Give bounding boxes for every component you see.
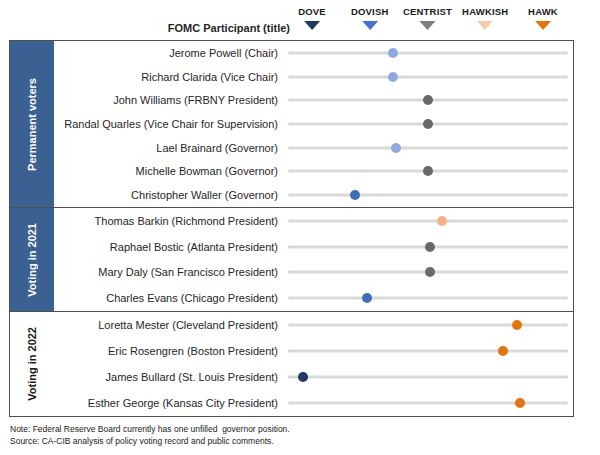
- stance-dot: [423, 95, 433, 105]
- dove-triangle-icon: [304, 21, 320, 30]
- scale-marker-hawk: HAWK: [528, 6, 558, 30]
- scale-marker-hawkish: HAWKISH: [462, 6, 508, 30]
- hawkish-triangle-icon: [477, 21, 493, 30]
- stance-dot: [498, 346, 508, 356]
- section-sidebar: Permanent voters: [10, 41, 54, 207]
- section-sidebar: Voting in 2021: [10, 208, 54, 311]
- section-rows: Jerome Powell (Chair) Richard Clarida (Vi…: [54, 41, 573, 207]
- stance-track: [288, 324, 568, 327]
- participant-row: Mary Daly (San Francisco President): [54, 260, 573, 286]
- footnotes: Note: Federal Reserve Board currently ha…: [10, 423, 290, 448]
- participant-row: Thomas Barkin (Richmond President): [54, 208, 573, 234]
- hawk-triangle-icon: [535, 21, 551, 30]
- stance-track: [288, 376, 568, 379]
- participant-label: Esther George (Kansas City President): [54, 397, 278, 409]
- stance-dot: [388, 48, 398, 58]
- section-title: Voting in 2021: [26, 223, 38, 297]
- fomc-dove-hawk-chart: FOMC Participant (title) DOVEDOVISHCENTR…: [0, 0, 600, 455]
- stance-track: [288, 146, 568, 149]
- participant-label: Thomas Barkin (Richmond President): [54, 215, 278, 227]
- stance-dot: [350, 190, 360, 200]
- section-voting-in-2021: Voting in 2021 Thomas Barkin (Richmond Pr…: [9, 207, 574, 312]
- participant-row: Christopher Waller (Governor): [54, 183, 573, 207]
- stance-dot: [425, 242, 435, 252]
- participant-label: John Williams (FRBNY President): [54, 94, 278, 106]
- stance-dot: [362, 293, 372, 303]
- section-sidebar: Voting in 2022: [10, 312, 54, 416]
- participant-row: Loretta Mester (Cleveland President): [54, 312, 573, 338]
- stance-dot: [423, 166, 433, 176]
- note-text: Note: Federal Reserve Board currently ha…: [10, 423, 290, 435]
- participant-row: Lael Brainard (Governor): [54, 136, 573, 160]
- stance-track: [288, 297, 568, 300]
- scale-label-hawk: HAWK: [528, 6, 558, 17]
- stance-dot: [391, 143, 401, 153]
- scale-label-dove: DOVE: [298, 6, 326, 17]
- scale-marker-dovish: DOVISH: [351, 6, 389, 30]
- participant-label: Raphael Bostic (Atlanta President): [54, 241, 278, 253]
- section-title: Permanent voters: [26, 78, 38, 171]
- participant-label: Loretta Mester (Cleveland President): [54, 319, 278, 331]
- stance-dot: [423, 119, 433, 129]
- section-title: Voting in 2022: [26, 327, 38, 401]
- stance-track: [288, 194, 568, 197]
- section-rows: Loretta Mester (Cleveland President) Eric…: [54, 312, 573, 416]
- stance-dot: [515, 398, 525, 408]
- participant-label: Richard Clarida (Vice Chair): [54, 71, 278, 83]
- participant-label: Jerome Powell (Chair): [54, 47, 278, 59]
- participant-label: James Bullard (St. Louis President): [54, 371, 278, 383]
- participant-label: Michelle Bowman (Governor): [54, 165, 278, 177]
- dovish-triangle-icon: [362, 21, 378, 30]
- stance-track: [288, 350, 568, 353]
- participant-row: James Bullard (St. Louis President): [54, 364, 573, 390]
- section-permanent-voters: Permanent voters Jerome Powell (Chair) Ric…: [9, 40, 574, 208]
- scale-marker-dove: DOVE: [298, 6, 326, 30]
- centrist-triangle-icon: [419, 21, 435, 30]
- participant-row: Charles Evans (Chicago President): [54, 285, 573, 311]
- participant-row: Jerome Powell (Chair): [54, 41, 573, 65]
- participant-label: Charles Evans (Chicago President): [54, 292, 278, 304]
- participant-label: Mary Daly (San Francisco President): [54, 266, 278, 278]
- stance-track: [288, 75, 568, 78]
- stance-dot: [437, 216, 447, 226]
- scale-header: DOVE DOVISH CENTRIST HAWKISH HAWK: [0, 0, 600, 40]
- scale-marker-centrist: CENTRIST: [403, 6, 452, 30]
- source-text: Source: CA-CIB analysis of policy voting…: [10, 435, 290, 447]
- stance-dot: [512, 320, 522, 330]
- chart-sections: Permanent voters Jerome Powell (Chair) Ric…: [9, 40, 574, 417]
- scale-label-dovish: DOVISH: [351, 6, 389, 17]
- participant-row: Randal Quarles (Vice Chair for Supervisi…: [54, 112, 573, 136]
- section-voting-in-2022: Voting in 2022 Loretta Mester (Cleveland …: [9, 311, 574, 417]
- stance-dot: [298, 372, 308, 382]
- participant-row: Richard Clarida (Vice Chair): [54, 65, 573, 89]
- participant-label: Lael Brainard (Governor): [54, 142, 278, 154]
- participant-label: Christopher Waller (Governor): [54, 189, 278, 201]
- stance-track: [288, 402, 568, 405]
- participant-row: Raphael Bostic (Atlanta President): [54, 234, 573, 260]
- stance-track: [288, 219, 568, 222]
- scale-label-hawkish: HAWKISH: [462, 6, 508, 17]
- section-rows: Thomas Barkin (Richmond President) Raphae…: [54, 208, 573, 311]
- stance-dot: [388, 72, 398, 82]
- participant-row: Michelle Bowman (Governor): [54, 160, 573, 184]
- stance-track: [288, 51, 568, 54]
- participant-row: Eric Rosengren (Boston President): [54, 338, 573, 364]
- participant-row: John Williams (FRBNY President): [54, 88, 573, 112]
- participant-label: Randal Quarles (Vice Chair for Supervisi…: [54, 118, 278, 130]
- participant-label: Eric Rosengren (Boston President): [54, 345, 278, 357]
- scale-label-centrist: CENTRIST: [403, 6, 452, 17]
- participant-row: Esther George (Kansas City President): [54, 390, 573, 416]
- stance-dot: [425, 267, 435, 277]
